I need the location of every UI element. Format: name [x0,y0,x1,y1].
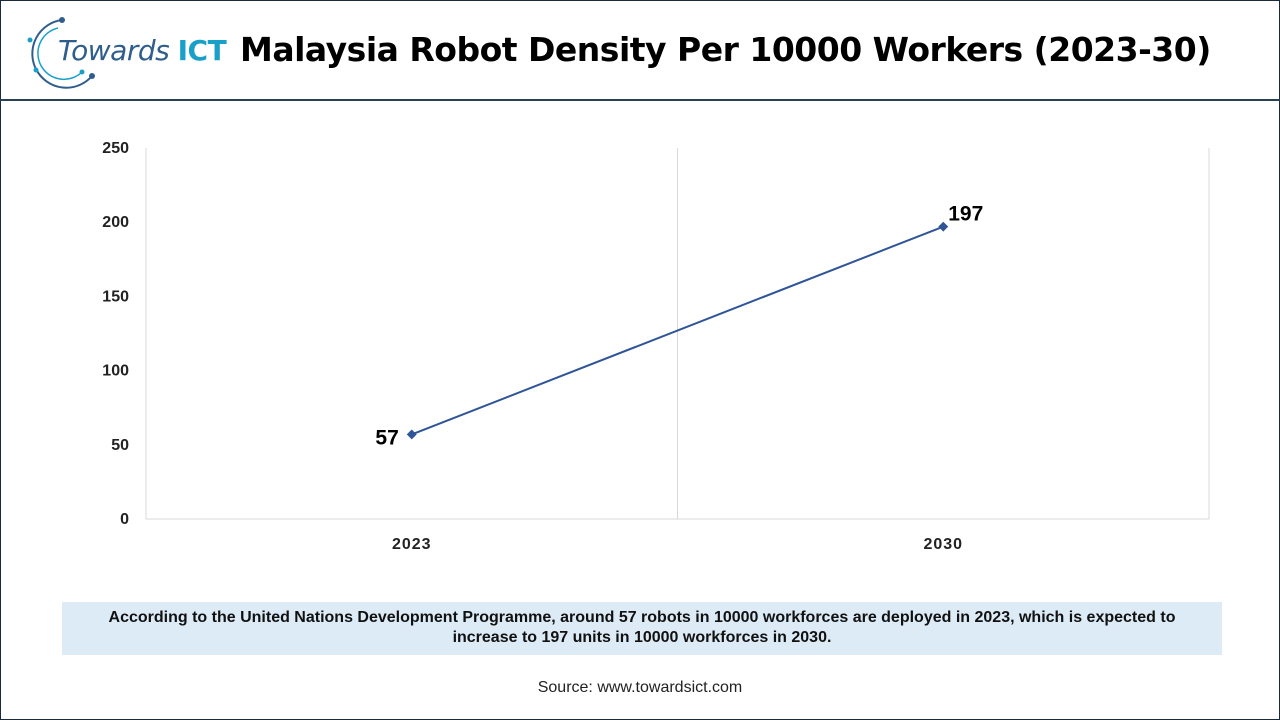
y-tick-label: 200 [102,214,129,231]
y-tick-label: 50 [111,437,129,454]
line-chart: 0 50 100 150 200 250 2023 2030 57 197 [102,140,1210,553]
company-logo: Towards ICT [22,14,227,90]
data-point-marker [938,221,949,232]
y-tick-label: 100 [102,363,129,380]
data-point-marker [406,429,417,440]
source-note: Source: www.towardsict.com [537,679,743,696]
y-tick-label: 0 [120,511,129,528]
logo-text-towards: Towards [58,34,170,67]
logo-wordmark: Towards ICT [58,34,227,67]
series-line [411,225,944,436]
data-label: 197 [948,203,983,226]
y-tick-label: 150 [102,288,129,305]
logo-text-ict: ICT [177,34,227,67]
x-tick-label: 2023 [392,536,432,553]
logo-circuit-icon [27,17,95,89]
data-label: 57 [375,426,398,449]
header: Towards ICT Malaysia Robot Density Per 1… [0,0,1280,101]
y-tick-label: 250 [102,140,129,157]
x-tick-label: 2030 [923,536,963,553]
page-title: Malaysia Robot Density Per 10000 Workers… [240,30,1211,69]
chart-caption: According to the United Nations Developm… [62,602,1222,655]
